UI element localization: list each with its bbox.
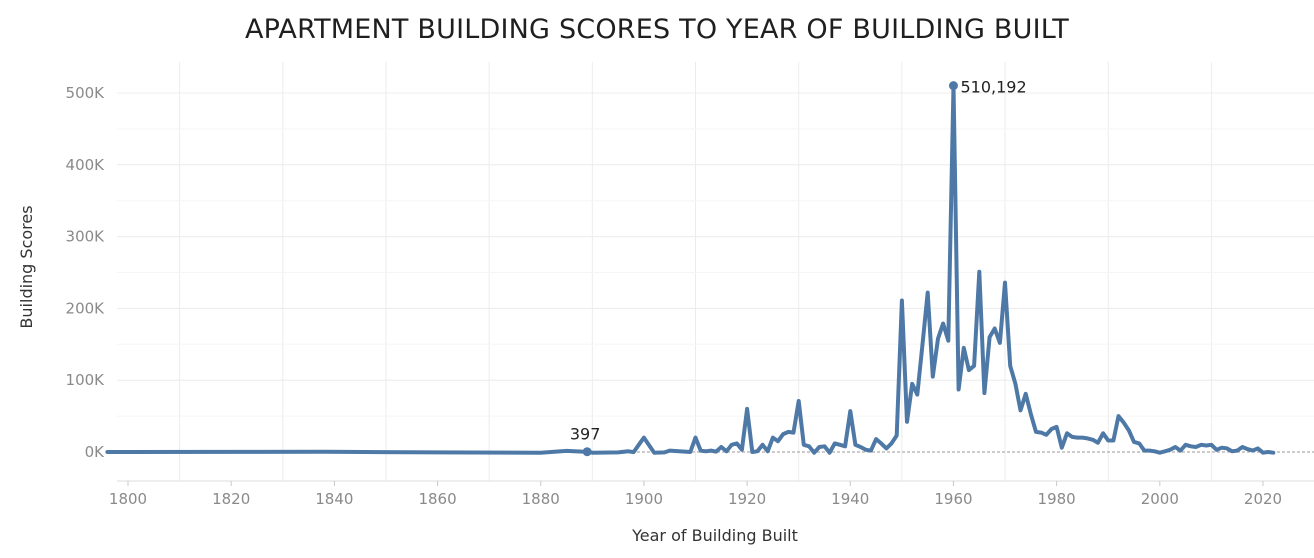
x-tick-label: 1920 — [728, 490, 766, 508]
data-label: 510,192 — [960, 78, 1026, 97]
x-axis-ticks: 1800 1820 1840 1860 1880 1900 1920 1940 1960 1980… — [109, 481, 1282, 508]
annotation-point — [582, 447, 592, 457]
x-tick-label: 1840 — [315, 490, 353, 508]
x-tick-label: 1820 — [212, 490, 250, 508]
chart-title: APARTMENT BUILDING SCORES TO YEAR OF BUI… — [244, 14, 1069, 45]
x-tick-label: 1880 — [522, 490, 560, 508]
annotations: 510,192 397 — [570, 78, 1027, 457]
grid-lines — [117, 62, 1314, 482]
y-tick-label: 400K — [66, 156, 106, 174]
x-tick-label: 1900 — [625, 490, 663, 508]
series-layer — [105, 83, 1276, 455]
x-tick-label: 1960 — [934, 490, 972, 508]
x-tick-label: 1940 — [831, 490, 869, 508]
y-axis-title: Building Scores — [17, 205, 36, 328]
x-tick-label: 2020 — [1244, 490, 1282, 508]
y-tick-label: 0K — [85, 443, 106, 461]
series-line — [105, 83, 1276, 455]
y-tick-label: 300K — [66, 228, 106, 246]
x-axis-title: Year of Building Built — [631, 526, 798, 545]
x-tick-label: 1860 — [418, 490, 456, 508]
x-tick-label: 1800 — [109, 490, 147, 508]
x-tick-label: 1980 — [1038, 490, 1076, 508]
annotation-point — [948, 81, 958, 91]
y-tick-label: 100K — [66, 371, 106, 389]
x-tick-label: 2000 — [1141, 490, 1179, 508]
y-axis-ticks: 0K 100K 200K 300K 400K 500K — [66, 84, 106, 461]
data-label: 397 — [570, 425, 601, 444]
y-tick-label: 200K — [66, 299, 106, 317]
y-tick-label: 500K — [66, 84, 106, 102]
